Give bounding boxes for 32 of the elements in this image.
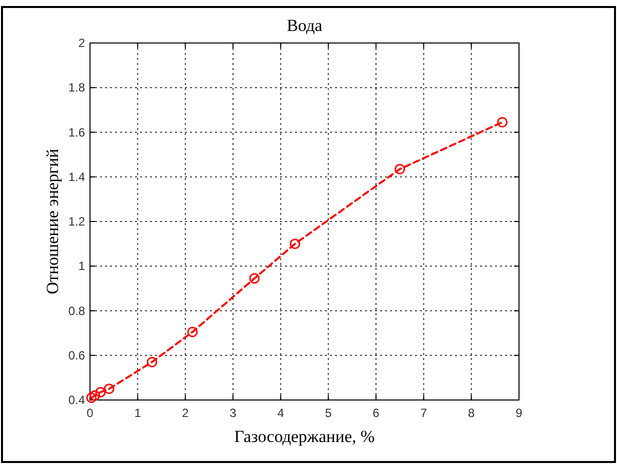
y-axis-title: Отношение энергий [43,148,62,294]
point [497,116,508,128]
y-tick-label: 1.2 [68,214,86,228]
y-tick-label: 1.6 [68,125,86,140]
y-tick-label: 0.4 [68,393,86,407]
x-tick-label: 0 [86,406,94,420]
y-tick-label: 1.8 [68,80,86,95]
y-tick-label: 0.6 [68,348,86,362]
point [104,384,114,394]
x-tick-label: 9 [516,406,523,420]
x-tick-label: 5 [324,406,332,420]
x-axis-title: Газосодержание, % [234,427,375,446]
x-tick-label: 2 [182,406,189,420]
x-tick-label: 3 [230,406,237,420]
x-tick-label: 6 [372,406,380,420]
y-tick-label: 1.4 [68,170,86,184]
point [249,273,260,284]
point [86,392,97,404]
point [290,238,300,250]
y-tick-label: 2 [78,36,86,50]
y-tick-label: 1 [78,259,86,274]
point [95,386,106,398]
point [90,390,100,401]
chart-title: Вода [286,16,323,35]
point [394,164,406,174]
x-tick-label: 1 [134,406,142,420]
y-tick-label: 0.8 [68,304,86,318]
x-tick-label: 8 [468,406,475,420]
x-tick-label: 4 [277,406,284,420]
x-tick-label: 7 [420,406,428,420]
point [146,356,158,368]
point [187,326,198,338]
